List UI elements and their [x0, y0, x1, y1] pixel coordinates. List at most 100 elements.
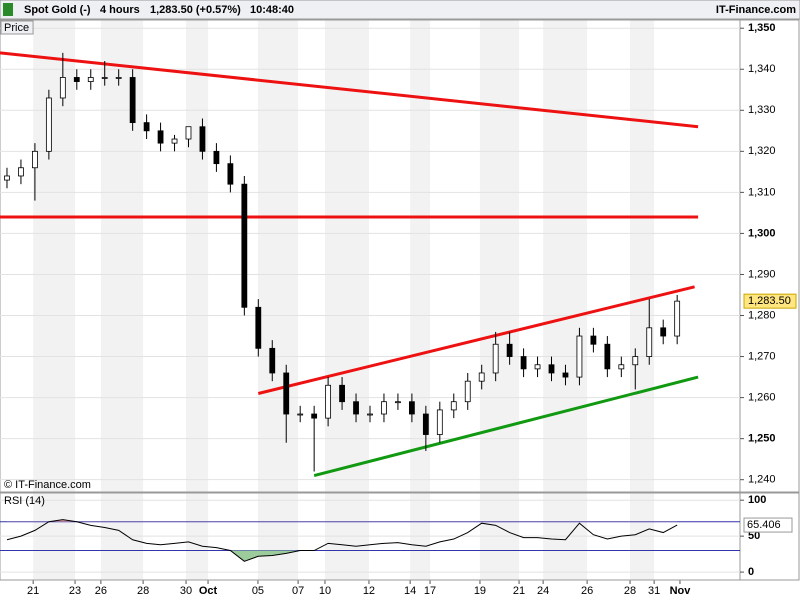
y-tick-label: 1,350	[748, 22, 776, 34]
y-tick-label: 50	[748, 530, 760, 542]
candle-body	[576, 335, 583, 378]
candle-body	[646, 327, 653, 357]
x-tick-label: 07	[292, 585, 304, 597]
x-tick-label: 31	[648, 585, 660, 597]
candle-body	[464, 380, 471, 403]
candle-body	[325, 384, 332, 419]
candle-body	[339, 384, 345, 403]
x-tick-label: 26	[95, 585, 107, 597]
x-tick-label: 05	[252, 585, 264, 597]
x-tick-label: 30	[180, 585, 192, 597]
x-tick-label: 24	[537, 585, 549, 597]
day-stripe	[479, 20, 520, 580]
candle-body	[534, 364, 541, 370]
day-stripe	[324, 20, 369, 580]
candle-body	[381, 401, 387, 415]
y-tick-label: 100	[748, 494, 766, 506]
x-tick-label: Nov	[670, 585, 692, 597]
candle-body	[660, 327, 667, 337]
x-tick-label: 23	[69, 585, 81, 597]
candle-body	[59, 77, 66, 99]
candle-body	[255, 306, 262, 349]
y-tick-label: 1,320	[748, 145, 776, 157]
x-tick-label: 10	[319, 585, 331, 597]
candle-body	[478, 372, 485, 382]
candle-body	[269, 347, 276, 374]
trendline	[0, 51, 699, 129]
candle-body	[632, 356, 639, 366]
last-price-box	[743, 293, 797, 309]
candle-body	[227, 163, 234, 185]
candle-body	[115, 77, 122, 79]
last-rsi-box	[743, 517, 793, 533]
candle-body	[297, 413, 304, 416]
candle-body	[18, 167, 24, 177]
candle-body	[395, 401, 401, 404]
y-tick-label: 1,240	[748, 474, 776, 486]
interval: 4 hours	[100, 4, 140, 16]
candle-body	[241, 183, 248, 308]
candle-body	[129, 77, 136, 124]
candle-body	[506, 343, 513, 357]
x-tick-label: 19	[474, 585, 486, 597]
x-tick-label: 28	[137, 585, 149, 597]
y-tick-label: 1,260	[748, 392, 776, 404]
candle-body	[548, 364, 555, 374]
x-tick-label: 21	[27, 585, 39, 597]
panel-frame	[0, 19, 800, 493]
candle-body	[101, 77, 108, 79]
day-stripe	[543, 20, 588, 580]
day-stripes	[33, 20, 655, 580]
trendline	[313, 375, 699, 478]
day-stripe	[186, 20, 209, 580]
symbol: Spot Gold (-)	[24, 4, 91, 16]
panel-frame	[0, 492, 800, 581]
day-stripe	[410, 20, 431, 580]
x-tick-label: 26	[581, 585, 593, 597]
candle-body	[590, 335, 597, 345]
y-tick-label: 1,300	[748, 227, 776, 239]
candle-body	[87, 77, 94, 82]
y-tick-label: 1,340	[748, 63, 776, 75]
candle-body	[45, 97, 52, 152]
candle-body	[562, 372, 569, 378]
candle-body	[311, 413, 318, 419]
y-tick-label: 1,280	[748, 309, 776, 321]
candle-body	[436, 409, 443, 435]
y-tick-label: 1,270	[748, 350, 776, 362]
copyright: © IT-Finance.com	[4, 479, 91, 491]
site: IT-Finance.com	[716, 4, 796, 16]
candle-body	[422, 413, 429, 435]
plots: 1,240 1,250 1,260 1,270 1,280 1,290 1,300 1,310…	[0, 19, 800, 597]
trendline	[257, 285, 695, 395]
candle-body	[450, 401, 457, 411]
quote: 1,283.50 (+0.57%)	[150, 4, 241, 16]
icon	[3, 3, 13, 16]
y-tick-label: 1,330	[748, 104, 776, 116]
y-tick-label: 1,310	[748, 186, 776, 198]
candle-body	[143, 122, 150, 132]
rsi-line	[6, 519, 678, 562]
time: 10:48:40	[250, 4, 294, 16]
panel-label-box	[0, 20, 34, 35]
day-stripe	[100, 20, 144, 580]
candle-body	[213, 150, 220, 165]
panel-label: Price	[4, 22, 29, 34]
x-tick-label: 12	[363, 585, 375, 597]
candle-body	[408, 401, 415, 415]
candle-body	[4, 175, 10, 181]
candle-body	[185, 126, 192, 140]
y-tick-label: 1,290	[748, 268, 776, 280]
candle-body	[171, 138, 178, 144]
x-tick-label: 17	[424, 585, 436, 597]
candle-body	[674, 300, 681, 337]
candle-body	[73, 77, 80, 82]
last-rsi-label: 65.406	[747, 519, 781, 531]
y-tick-label: 0	[748, 566, 754, 578]
y-tick-label: 1,250	[748, 433, 776, 445]
candle-body	[367, 413, 373, 416]
x-tick-label: Oct	[199, 585, 218, 597]
x-tick-label: 21	[513, 585, 525, 597]
